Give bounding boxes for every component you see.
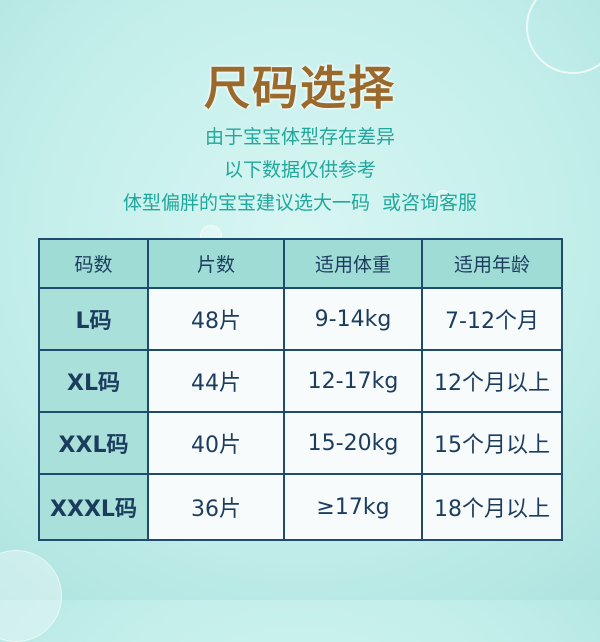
count-cell: 36片 (147, 473, 285, 541)
size-table: 码数 片数 适用体重 适用年龄 L码 48片 9-14kg 7-12个月 XL码… (38, 238, 563, 541)
count-cell: 40片 (147, 411, 285, 475)
age-cell: 18个月以上 (421, 473, 563, 541)
count-cell: 44片 (147, 349, 285, 413)
header-size: 码数 (38, 238, 149, 289)
size-cell: XXXL码 (38, 473, 149, 541)
age-cell: 7-12个月 (421, 287, 563, 351)
weight-cell: 12-17kg (283, 349, 423, 413)
table-row: XXL码 40片 15-20kg 15个月以上 (38, 411, 563, 475)
weight-cell: ≥17kg (283, 473, 423, 541)
size-cell: XXL码 (38, 411, 149, 475)
bubble-decoration (0, 550, 62, 642)
size-cell: XL码 (38, 349, 149, 413)
note-line-1: 由于宝宝体型存在差异 (204, 126, 395, 148)
size-cell: L码 (38, 287, 149, 351)
weight-cell: 9-14kg (283, 287, 423, 351)
header-weight: 适用体重 (283, 238, 423, 289)
note-line-2: 以下数据仅供参考 (223, 159, 376, 181)
weight-cell: 15-20kg (283, 411, 423, 475)
table-row: L码 48片 9-14kg 7-12个月 (38, 287, 563, 351)
table-row: XL码 44片 12-17kg 12个月以上 (38, 349, 563, 413)
decorative-circle (526, 0, 600, 74)
header-count: 片数 (147, 238, 285, 289)
count-cell: 48片 (147, 287, 285, 351)
age-cell: 12个月以上 (421, 349, 563, 413)
header-age: 适用年龄 (421, 238, 563, 289)
table-header-row: 码数 片数 适用体重 适用年龄 (38, 238, 563, 289)
bubble-decoration (435, 190, 451, 206)
page-title: 尺码选择 (204, 61, 396, 115)
table-row: XXXL码 36片 ≥17kg 18个月以上 (38, 473, 563, 541)
note-line-3: 体型偏胖的宝宝建议选大一码 或咨询客服 (122, 192, 478, 214)
age-cell: 15个月以上 (421, 411, 563, 475)
